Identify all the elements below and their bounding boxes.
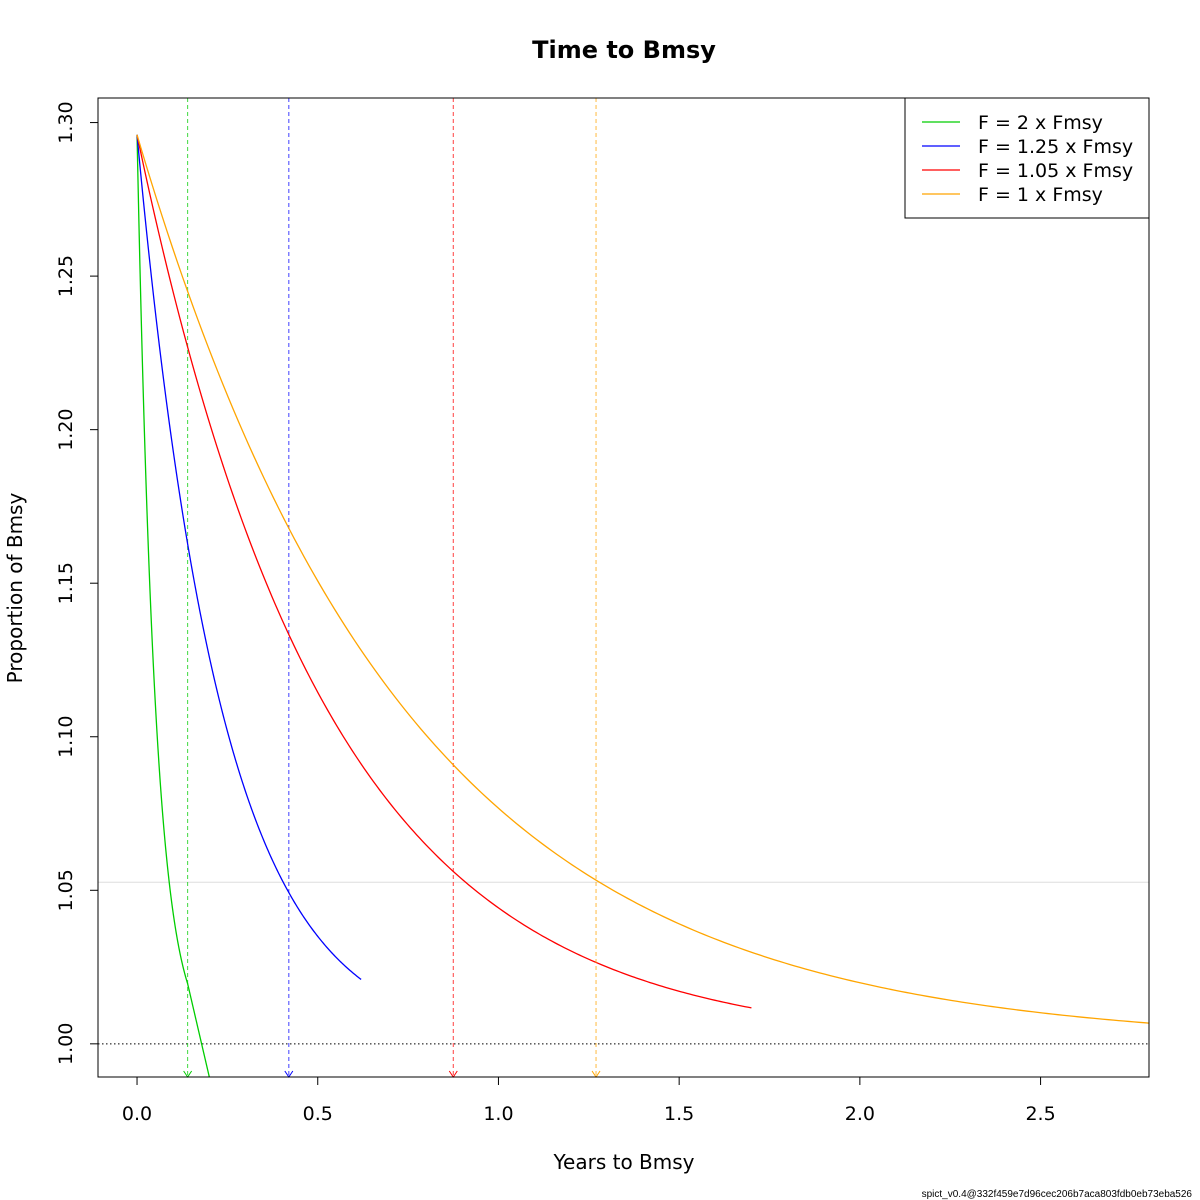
legend-label: F = 2 x Fmsy (978, 112, 1103, 134)
x-tick-label: 1.0 (483, 1103, 513, 1125)
x-axis-label: Years to Bmsy (552, 1150, 694, 1174)
y-tick-label: 1.05 (55, 869, 77, 911)
series-2 (136, 134, 362, 980)
legend-label: F = 1 x Fmsy (978, 184, 1103, 206)
x-tick-label: 0.0 (122, 1103, 152, 1125)
y-tick-label: 1.20 (55, 408, 77, 450)
y-tick-label: 1.15 (55, 562, 77, 604)
series-3 (136, 134, 752, 1009)
series-1 (136, 134, 210, 1077)
y-axis-label: Proportion of Bmsy (3, 493, 27, 684)
x-tick-label: 2.0 (845, 1103, 875, 1125)
x-tick-label: 2.5 (1025, 1103, 1055, 1125)
y-tick-label: 1.30 (55, 101, 77, 143)
chart-title: Time to Bmsy (532, 36, 716, 64)
legend-box (904, 97, 1150, 219)
plot-area (98, 98, 1149, 1078)
y-tick-label: 1.10 (55, 716, 77, 758)
legend-label: F = 1.25 x Fmsy (978, 136, 1133, 158)
x-tick-label: 0.5 (303, 1103, 333, 1125)
series-line (136, 134, 210, 1077)
x-axis: 0.0 0.5 1.0 1.5 2.0 2.5 (122, 1076, 1056, 1125)
y-axis: 1.00 1.05 1.10 1.15 1.20 1.25 1.30 (55, 101, 99, 1065)
y-tick-label: 1.00 (55, 1023, 77, 1065)
x-tick-label: 1.5 (664, 1103, 694, 1125)
series-line (136, 134, 362, 980)
series-4 (136, 134, 1149, 1024)
series-line (136, 134, 1149, 1024)
legend-label: F = 1.05 x Fmsy (978, 160, 1133, 182)
y-tick-label: 1.25 (55, 255, 77, 297)
version-footnote: spict_v0.4@332f459e7d96cec206b7aca803fdb… (922, 1189, 1193, 1200)
series-line (136, 134, 752, 1009)
